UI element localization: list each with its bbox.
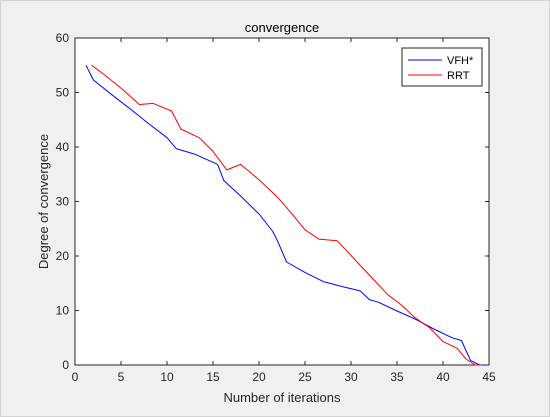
plot-area — [74, 37, 490, 366]
x-tick-label: 40 — [436, 370, 450, 384]
y-tick-label: 0 — [62, 358, 69, 372]
y-tick-label: 50 — [56, 86, 70, 100]
x-axis: 0 5 10 15 20 25 30 35 40 45 — [72, 38, 496, 384]
legend-label: RRT — [447, 70, 470, 82]
y-tick-label: 20 — [56, 249, 70, 263]
y-axis: 0 10 20 30 40 50 60 — [56, 31, 489, 372]
x-tick-label: 30 — [344, 370, 358, 384]
x-tick-label: 10 — [160, 370, 174, 384]
x-axis-title: Number of iterations — [223, 390, 341, 405]
series-line-rrt — [91, 64, 482, 366]
legend-box — [401, 47, 483, 87]
y-axis-title: Degree of convergence — [36, 134, 51, 269]
x-tick-label: 0 — [72, 370, 79, 384]
x-tick-label: 15 — [206, 370, 220, 384]
x-tick-label: 35 — [390, 370, 404, 384]
y-tick-label: 60 — [56, 31, 70, 45]
y-tick-label: 30 — [56, 195, 70, 209]
x-tick-label: 5 — [118, 370, 125, 384]
x-tick-label: 45 — [482, 370, 496, 384]
legend-label: VFH* — [447, 55, 474, 67]
chart-title: convergence — [245, 20, 319, 35]
series-layer — [85, 64, 486, 366]
series-line-vfh — [85, 65, 486, 366]
legend: VFH* RRT — [401, 47, 483, 87]
x-tick-label: 25 — [298, 370, 312, 384]
y-tick-label: 40 — [56, 140, 70, 154]
y-tick-label: 10 — [56, 304, 70, 318]
x-tick-label: 20 — [252, 370, 266, 384]
